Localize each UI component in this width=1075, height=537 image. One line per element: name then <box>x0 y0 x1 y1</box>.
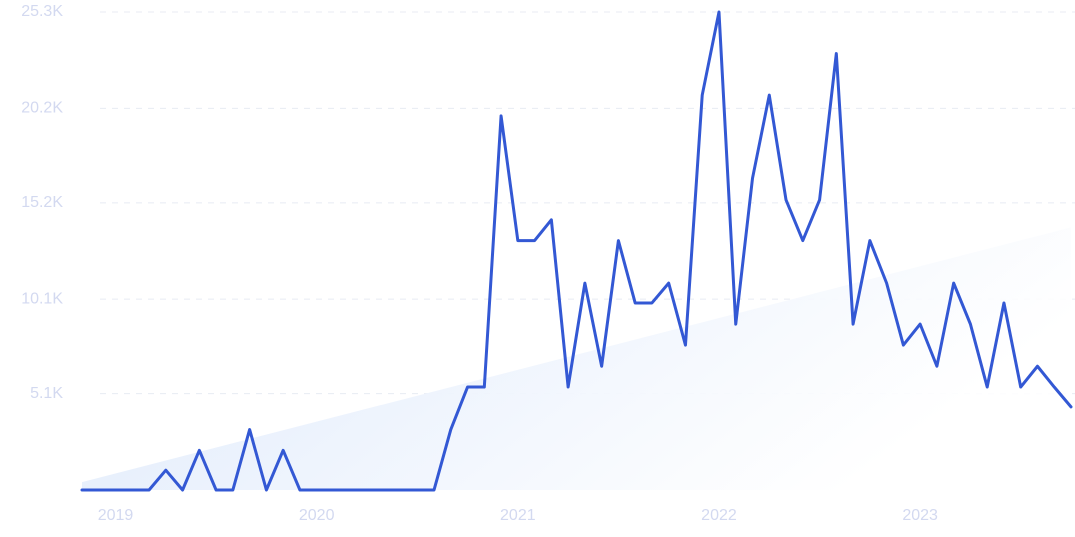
x-tick-label: 2022 <box>701 507 737 524</box>
y-tick-label: 10.1K <box>21 290 63 307</box>
y-tick-label: 20.2K <box>21 100 63 117</box>
data-line <box>80 10 1073 492</box>
y-tick-label: 25.3K <box>21 3 63 20</box>
y-tick-label: 5.1K <box>30 385 63 402</box>
x-tick-label: 2023 <box>902 507 938 524</box>
trend-area <box>82 227 1071 490</box>
x-tick-label: 2021 <box>500 507 536 524</box>
x-tick-label: 2019 <box>98 507 134 524</box>
y-tick-label: 15.2K <box>21 194 63 211</box>
x-tick-label: 2020 <box>299 507 335 524</box>
